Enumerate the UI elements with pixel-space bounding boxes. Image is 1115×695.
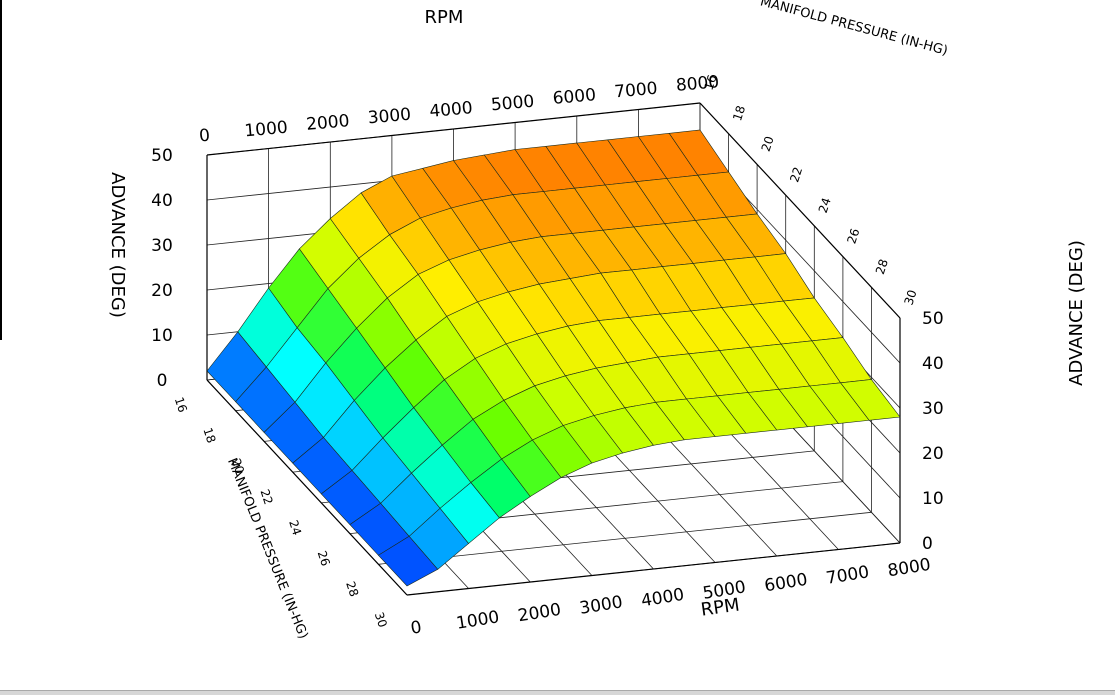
surface-cell <box>840 379 901 421</box>
rpm-tick-label-bottom: 0 <box>409 617 423 638</box>
pressure-tick-label-left: 30 <box>372 610 390 629</box>
left-edge-mark <box>0 0 2 340</box>
frame-edge <box>699 102 901 319</box>
rpm-tick-label-bottom: 5000 <box>701 577 747 604</box>
pressure-tick-label-left: 20 <box>229 457 247 476</box>
advance-tick-label-left: 10 <box>151 326 173 346</box>
frame-edge <box>206 379 408 596</box>
rpm-tick-label-bottom: 6000 <box>763 570 809 597</box>
rpm-tick-label-top: 3000 <box>367 105 412 129</box>
pressure-tick-label-left: 24 <box>286 518 304 537</box>
rpm-tick-label-top: 0 <box>198 126 211 147</box>
pressure-axis-title-left: MANIFOLD PRESSURE (IN-HG) <box>224 456 310 641</box>
pressure-tick-label-top: 24 <box>816 196 834 215</box>
advance-tick-label-right: 0 <box>922 534 933 554</box>
advance-axis-title-right: ADVANCE (DEG) <box>1066 240 1087 386</box>
rpm-tick-label-bottom: 8000 <box>886 555 932 582</box>
advance-axis-title-left: ADVANCE (DEG) <box>107 172 128 318</box>
pressure-tick-label-top: 20 <box>759 134 777 153</box>
rpm-tick-label-bottom: 3000 <box>578 592 624 619</box>
advance-tick-label-left: 30 <box>151 236 173 256</box>
pressure-tick-label-left: 28 <box>343 580 361 599</box>
rpm-tick-label-top: 5000 <box>490 92 535 116</box>
rpm-tick-label-bottom: 4000 <box>640 585 686 612</box>
advance-tick-label-right: 20 <box>922 444 944 464</box>
pressure-tick-label-top: 16 <box>702 73 720 92</box>
pressure-tick-label-top: 26 <box>844 227 862 246</box>
pressure-tick-label-top: 22 <box>787 165 805 184</box>
advance-tick-label-left: 20 <box>151 281 173 301</box>
pressure-tick-label-left: 18 <box>200 426 218 445</box>
rpm-axis-title-top: RPM <box>425 7 464 28</box>
pressure-tick-label-top: 30 <box>902 288 920 307</box>
rpm-tick-label-bottom: 2000 <box>517 600 563 627</box>
pressure-tick-label-left: 26 <box>315 549 333 568</box>
axis-frame <box>206 102 901 596</box>
advance-tick-label-left: 0 <box>157 371 168 391</box>
rpm-tick-label-top: 4000 <box>429 98 474 122</box>
rpm-tick-label-top: 2000 <box>305 111 350 135</box>
pressure-axis-title-top: MANIFOLD PRESSURE (IN-HG) <box>759 0 950 59</box>
rpm-tick-label-top: 8000 <box>675 72 720 96</box>
rpm-tick-label-bottom: 1000 <box>455 607 501 634</box>
advance-tick-label-right: 30 <box>922 399 944 419</box>
advance-tick-label-left: 50 <box>151 146 173 166</box>
rpm-tick-label-top: 1000 <box>244 118 289 142</box>
advance-tick-label-left: 40 <box>151 191 173 211</box>
advance-tick-label-right: 50 <box>922 309 944 329</box>
floor-grid-line <box>378 511 872 565</box>
advance-tick-label-right: 40 <box>922 354 944 374</box>
pressure-tick-label-top: 18 <box>730 104 748 123</box>
frame-edge <box>206 102 701 156</box>
pressure-tick-label-left: 16 <box>172 395 190 414</box>
rpm-tick-label-bottom: 7000 <box>825 562 871 589</box>
rpm-tick-label-top: 7000 <box>614 79 659 103</box>
bottom-status-strip <box>0 690 1115 695</box>
pressure-tick-label-top: 28 <box>873 257 891 276</box>
rpm-tick-label-top: 6000 <box>552 85 597 109</box>
frame-edge <box>406 542 901 596</box>
advance-tick-label-right: 10 <box>922 489 944 509</box>
surface-mesh <box>206 129 901 587</box>
pressure-tick-label-left: 22 <box>257 487 275 506</box>
